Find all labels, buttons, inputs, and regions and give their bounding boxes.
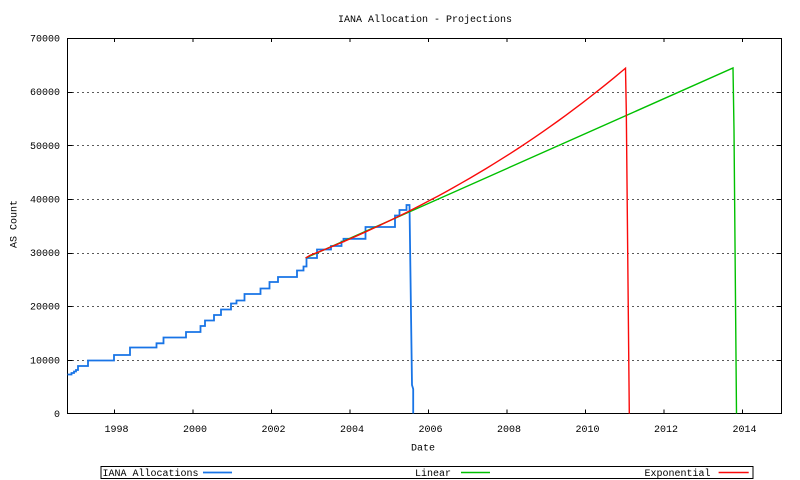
svg-text:30000: 30000: [30, 249, 60, 260]
svg-text:AS Count: AS Count: [10, 200, 21, 248]
svg-text:2006: 2006: [418, 425, 442, 436]
svg-text:40000: 40000: [30, 195, 60, 206]
svg-text:2000: 2000: [183, 425, 207, 436]
svg-text:2002: 2002: [261, 425, 285, 436]
svg-text:2004: 2004: [340, 425, 364, 436]
svg-text:20000: 20000: [30, 303, 60, 314]
svg-text:Date: Date: [411, 444, 435, 455]
svg-text:IANA Allocations: IANA Allocations: [103, 468, 199, 480]
svg-text:2010: 2010: [575, 425, 599, 436]
svg-text:60000: 60000: [30, 88, 60, 99]
svg-text:50000: 50000: [30, 142, 60, 153]
svg-text:1998: 1998: [104, 425, 128, 436]
svg-text:Exponential: Exponential: [644, 468, 710, 480]
svg-text:0: 0: [54, 410, 60, 421]
svg-text:2014: 2014: [732, 425, 756, 436]
svg-text:10000: 10000: [30, 356, 60, 367]
svg-text:2012: 2012: [654, 425, 678, 436]
svg-text:Linear: Linear: [415, 468, 451, 480]
svg-text:70000: 70000: [30, 35, 60, 46]
svg-text:IANA Allocation - Projections: IANA Allocation - Projections: [338, 14, 512, 26]
svg-text:2008: 2008: [497, 425, 521, 436]
